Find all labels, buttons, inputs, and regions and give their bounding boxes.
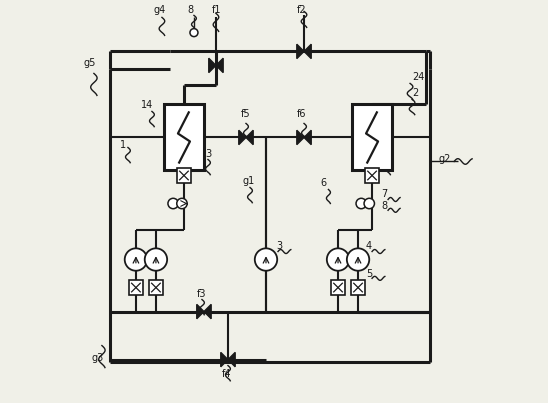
- Text: 4: 4: [366, 241, 372, 251]
- Polygon shape: [297, 44, 304, 58]
- Text: f2: f2: [297, 5, 306, 15]
- Text: 6: 6: [321, 179, 327, 189]
- Bar: [331, 280, 345, 295]
- Text: f1: f1: [212, 5, 221, 15]
- Circle shape: [125, 248, 147, 271]
- Text: g5: g5: [84, 58, 96, 69]
- Text: 5: 5: [366, 269, 372, 279]
- Text: g4: g4: [154, 5, 166, 15]
- Text: f3: f3: [197, 289, 207, 299]
- Bar: [351, 280, 366, 295]
- Polygon shape: [297, 130, 304, 145]
- Text: 24: 24: [412, 73, 425, 83]
- Polygon shape: [239, 130, 246, 145]
- Polygon shape: [228, 352, 235, 367]
- Polygon shape: [246, 130, 253, 145]
- Text: f5: f5: [241, 109, 251, 119]
- Text: f4: f4: [222, 370, 231, 379]
- Text: 1: 1: [120, 141, 126, 150]
- Text: f6: f6: [297, 109, 307, 119]
- Text: g3: g3: [92, 353, 104, 364]
- Circle shape: [327, 248, 349, 271]
- Circle shape: [356, 198, 367, 209]
- Circle shape: [190, 29, 198, 37]
- Circle shape: [168, 198, 178, 209]
- Polygon shape: [304, 44, 311, 58]
- Text: g2: g2: [438, 154, 450, 164]
- Circle shape: [255, 248, 277, 271]
- Polygon shape: [221, 352, 228, 367]
- Circle shape: [145, 248, 167, 271]
- Polygon shape: [216, 58, 223, 73]
- Text: 8: 8: [187, 5, 193, 15]
- Circle shape: [364, 198, 374, 209]
- Text: 23: 23: [381, 149, 393, 159]
- Polygon shape: [197, 304, 204, 319]
- Polygon shape: [204, 304, 211, 319]
- Bar: [164, 104, 204, 170]
- Circle shape: [347, 248, 369, 271]
- Bar: [352, 104, 392, 170]
- Bar: [177, 168, 191, 183]
- Bar: [365, 168, 379, 183]
- Polygon shape: [209, 58, 216, 73]
- Text: 7: 7: [381, 189, 387, 199]
- Text: 8: 8: [381, 201, 387, 210]
- Text: g1: g1: [243, 176, 255, 186]
- Polygon shape: [304, 130, 311, 145]
- Circle shape: [177, 198, 187, 209]
- Text: 3: 3: [276, 241, 282, 251]
- Text: 2: 2: [412, 88, 418, 98]
- Bar: [149, 280, 163, 295]
- Bar: [129, 280, 143, 295]
- Text: 14: 14: [141, 100, 153, 110]
- Text: 13: 13: [201, 149, 213, 159]
